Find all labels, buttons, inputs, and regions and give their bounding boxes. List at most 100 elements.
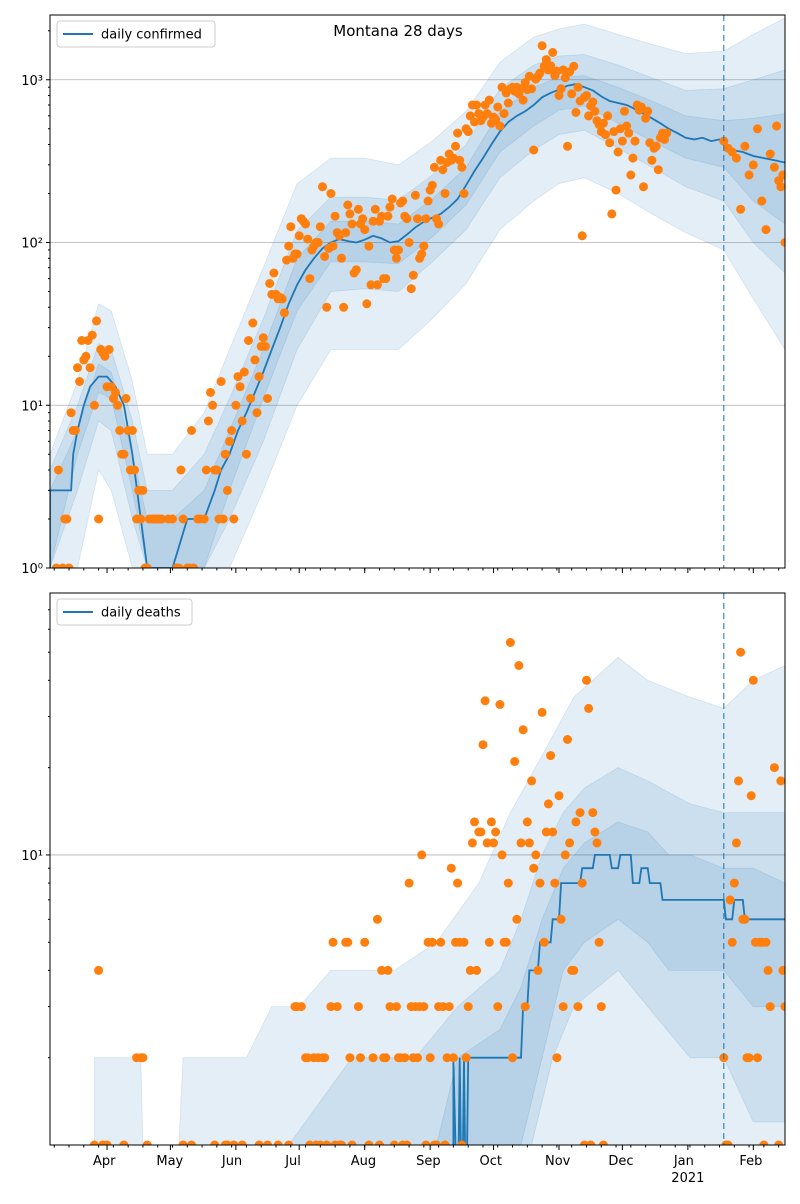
data-point	[375, 1140, 384, 1145]
data-point	[569, 965, 579, 975]
data-point	[229, 514, 239, 524]
data-point	[757, 196, 767, 206]
data-point	[556, 914, 566, 924]
x-month-label: Feb	[739, 1154, 762, 1169]
data-point	[345, 1053, 355, 1063]
data-point	[541, 827, 551, 837]
data-point	[769, 763, 779, 773]
data-point	[499, 109, 509, 119]
data-point	[607, 209, 617, 219]
data-point	[740, 141, 750, 151]
data-point	[734, 776, 743, 786]
data-point	[560, 850, 570, 860]
data-point	[353, 204, 363, 214]
data-point	[326, 1002, 336, 1012]
data-point	[588, 97, 598, 107]
data-point	[440, 1140, 450, 1145]
data-point	[102, 1140, 112, 1145]
data-point	[320, 252, 330, 261]
data-point	[402, 214, 412, 224]
data-point	[237, 1140, 247, 1145]
data-point	[176, 465, 186, 475]
data-point	[486, 817, 496, 827]
data-point	[584, 111, 594, 121]
data-point	[605, 138, 615, 148]
data-point	[769, 162, 779, 172]
data-point	[119, 449, 129, 459]
data-point	[529, 863, 539, 873]
data-point	[753, 1053, 762, 1063]
data-point	[220, 449, 230, 459]
data-point	[459, 937, 469, 947]
data-point	[94, 514, 104, 524]
data-point	[761, 937, 771, 947]
data-point	[328, 937, 338, 947]
data-point	[552, 1053, 562, 1063]
data-point	[419, 241, 429, 251]
data-point	[763, 965, 773, 975]
median-series-line	[50, 83, 785, 568]
x-axis-ticks	[53, 1145, 780, 1150]
data-point	[66, 408, 76, 418]
data-point	[385, 1002, 395, 1012]
data-point	[241, 449, 251, 459]
data-point	[748, 675, 758, 685]
data-point	[548, 827, 558, 837]
data-point	[347, 1140, 357, 1145]
data-point	[653, 165, 663, 175]
data-point	[328, 241, 338, 251]
y-tick-label: 10⁰	[21, 562, 43, 577]
x-month-label: Oct	[480, 1154, 502, 1169]
data-point	[571, 107, 581, 117]
data-point	[417, 249, 427, 259]
data-point	[748, 160, 758, 170]
y-tick-label: 10¹	[21, 399, 43, 414]
data-point	[503, 98, 513, 108]
data-point	[258, 333, 268, 343]
data-point	[744, 1053, 754, 1063]
data-point	[761, 225, 771, 235]
data-point	[563, 141, 572, 151]
plot-frame	[49, 592, 786, 1146]
data-point	[516, 838, 526, 848]
x-axis-ticks	[53, 568, 780, 573]
data-point	[53, 465, 63, 475]
data-point	[203, 416, 213, 426]
data-point	[286, 222, 296, 232]
data-point	[448, 1053, 458, 1063]
data-point	[337, 253, 346, 263]
data-point	[451, 141, 460, 151]
data-point	[643, 106, 653, 116]
data-point	[780, 238, 785, 247]
data-point	[413, 1053, 422, 1063]
data-point	[341, 228, 351, 238]
data-point	[417, 850, 427, 860]
data-point	[626, 170, 636, 180]
band-middle	[50, 54, 785, 568]
data-point	[370, 204, 380, 214]
data-point	[73, 363, 82, 373]
data-point	[598, 118, 608, 128]
data-point	[611, 185, 621, 195]
data-point	[765, 1002, 775, 1012]
data-point	[389, 1140, 399, 1145]
data-point	[318, 182, 327, 192]
data-point	[425, 1053, 435, 1063]
data-point	[582, 91, 591, 100]
data-point	[394, 245, 403, 255]
data-point	[178, 1140, 188, 1145]
data-point	[279, 308, 289, 318]
data-point	[740, 914, 750, 924]
legend: daily deaths	[56, 598, 193, 626]
data-point	[465, 965, 475, 975]
data-point	[478, 740, 488, 750]
data-point	[535, 878, 545, 888]
data-point	[206, 387, 215, 397]
data-point	[254, 1140, 264, 1145]
data-point	[400, 1053, 410, 1063]
data-point	[455, 155, 465, 165]
data-point	[362, 299, 372, 309]
data-point	[70, 426, 80, 435]
data-point	[199, 514, 209, 524]
data-point	[493, 102, 503, 112]
